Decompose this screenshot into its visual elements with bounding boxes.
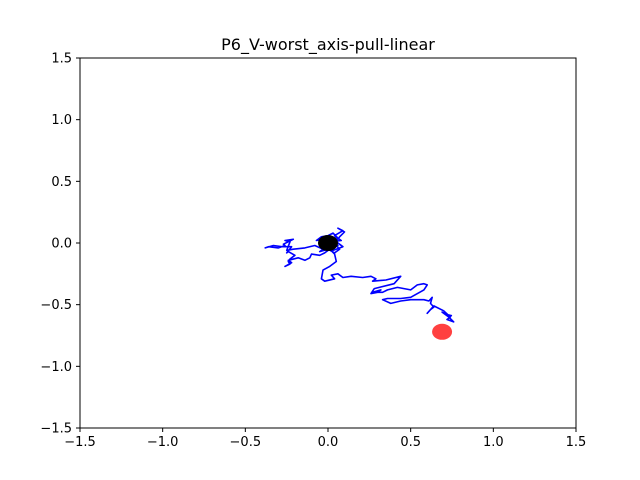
end-marker (432, 323, 453, 340)
chart-title: P6_V-worst_axis-pull-linear (221, 35, 435, 55)
y-tick-label: −0.5 (40, 298, 72, 313)
start-marker (318, 235, 338, 251)
y-tick-label: 0.5 (51, 175, 72, 190)
x-tick-label: −1.0 (147, 435, 179, 450)
y-tick-label: 0.0 (51, 237, 72, 252)
x-tick-label: 0.0 (318, 435, 339, 450)
series-line-0 (264, 227, 455, 323)
x-tick-label: −1.5 (64, 435, 96, 450)
x-axis: −1.5 −1.0 −0.5 0.0 0.5 1.0 1.5 (64, 428, 586, 450)
y-tick-label: 1.0 (51, 113, 72, 128)
y-tick-label: −1.5 (40, 422, 72, 437)
x-tick-label: 0.5 (400, 435, 421, 450)
y-tick-label: 1.5 (51, 52, 72, 67)
x-tick-label: −0.5 (230, 435, 262, 450)
y-tick-label: −1.0 (40, 360, 72, 375)
plot-area (264, 227, 455, 340)
y-axis: −1.5 −1.0 −0.5 0.0 0.5 1.0 1.5 (40, 52, 80, 437)
x-tick-label: 1.0 (483, 435, 504, 450)
x-tick-label: 1.5 (566, 435, 587, 450)
